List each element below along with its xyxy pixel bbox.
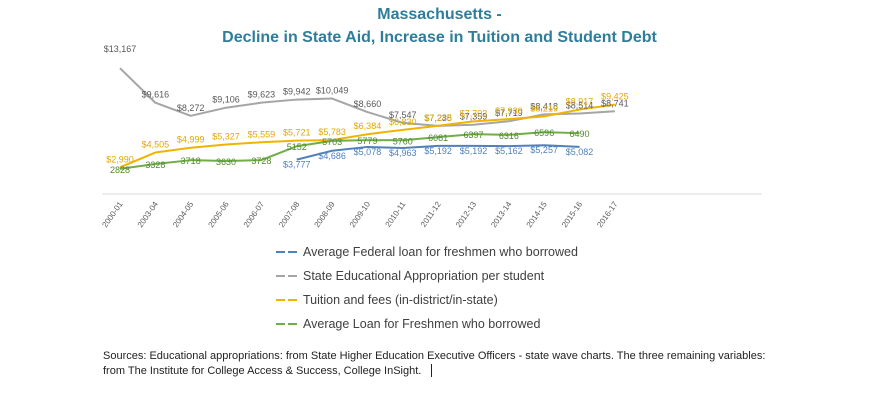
x-tick-label: 2000-01 — [100, 200, 125, 230]
data-label: 3328 — [145, 160, 165, 170]
data-label: $5,327 — [212, 132, 240, 142]
data-label: $7,930 — [495, 106, 523, 116]
data-label: $9,616 — [142, 90, 170, 100]
data-label: $6,384 — [354, 121, 382, 131]
data-label: 6596 — [534, 128, 554, 138]
data-label: $2,990 — [106, 154, 134, 164]
data-label: $7,235 — [424, 113, 452, 123]
legend-marker — [276, 251, 300, 253]
legend-label: Tuition and fees (in-district/in-state) — [303, 293, 498, 307]
x-tick-label: 2015-16 — [560, 200, 585, 230]
data-label: $13,167 — [104, 44, 137, 54]
data-label: $5,257 — [530, 145, 558, 155]
data-label: $5,078 — [354, 147, 382, 157]
legend-item: Average Federal loan for freshmen who bo… — [276, 240, 578, 264]
data-label: 3728 — [251, 156, 271, 166]
legend-label: Average Federal loan for freshmen who bo… — [303, 245, 578, 259]
data-label: 6490 — [570, 129, 590, 139]
data-label: 3718 — [181, 156, 201, 166]
data-label: $9,942 — [283, 87, 311, 97]
chart-title-line-1: Massachusetts - — [377, 6, 502, 23]
legend-label: Average Loan for Freshmen who borrowed — [303, 317, 541, 331]
data-label: $5,783 — [318, 127, 346, 137]
data-label: $8,917 — [566, 97, 594, 107]
sources-note: Sources: Educational appropriations: fro… — [103, 350, 766, 377]
data-label: $4,999 — [177, 135, 205, 145]
data-label: 5760 — [393, 136, 413, 146]
data-label: $8,660 — [354, 99, 382, 109]
data-label: 5152 — [287, 142, 307, 152]
data-label: $6,830 — [389, 117, 417, 127]
legend-item: State Educational Appropriation per stud… — [276, 264, 578, 288]
x-tick-label: 2009-10 — [348, 200, 373, 230]
legend-marker — [276, 323, 300, 325]
data-label: $8,514 — [566, 100, 594, 110]
x-tick-label: 2013-14 — [489, 200, 514, 230]
data-label: $4,963 — [389, 148, 417, 158]
x-tick-label: 2011-12 — [419, 200, 443, 229]
data-label: $9,623 — [248, 90, 276, 100]
data-label: 3630 — [216, 157, 236, 167]
data-label: $8,219 — [530, 103, 558, 113]
data-label: $7,547 — [389, 110, 417, 120]
x-tick-label: 2016-17 — [595, 200, 620, 230]
x-tick-label: 2004-05 — [171, 200, 196, 230]
data-label: $7,248 — [424, 113, 452, 123]
x-tick-label: 2006-07 — [242, 200, 267, 230]
x-tick-label: 2003-04 — [136, 200, 161, 230]
chart-title-line-2: Decline in State Aid, Increase in Tuitio… — [222, 29, 657, 46]
legend-item: Tuition and fees (in-district/in-state) — [276, 288, 578, 312]
data-label: $5,162 — [495, 146, 523, 156]
data-label: 6397 — [463, 130, 483, 140]
data-label: $5,559 — [248, 129, 276, 139]
legend-marker — [276, 299, 300, 301]
x-tick-label: 2014-15 — [525, 200, 550, 230]
text-cursor — [431, 364, 432, 377]
legend-item: Average Loan for Freshmen who borrowed — [276, 312, 578, 336]
data-label: 6081 — [428, 133, 448, 143]
data-label: $7,702 — [460, 108, 488, 118]
legend-marker — [276, 275, 300, 277]
data-label: $5,192 — [424, 146, 452, 156]
data-label: $9,425 — [601, 92, 629, 102]
x-tick-label: 2007-08 — [277, 200, 302, 230]
data-label: $10,049 — [316, 86, 349, 96]
chart-legend: Average Federal loan for freshmen who bo… — [276, 240, 578, 336]
data-label: $5,192 — [460, 146, 488, 156]
data-label: 2828 — [110, 165, 130, 175]
x-tick-label: 2010-11 — [384, 200, 408, 229]
data-label: $3,777 — [283, 160, 311, 170]
legend-label: State Educational Appropriation per stud… — [303, 269, 545, 283]
series-line-3 — [119, 131, 580, 170]
x-tick-label: 2008-09 — [313, 200, 338, 230]
series-line-0 — [296, 144, 580, 161]
data-label: $7,359 — [460, 112, 488, 122]
data-label: $5,082 — [566, 147, 594, 157]
data-label: $8,418 — [530, 101, 558, 111]
data-label: $5,721 — [283, 128, 311, 138]
data-label: $7,719 — [495, 108, 523, 118]
data-label: 6316 — [499, 131, 519, 141]
data-label: 5779 — [357, 136, 377, 146]
data-label: $4,505 — [142, 140, 170, 150]
data-label: $8,741 — [601, 98, 629, 108]
data-label: $4,686 — [318, 151, 346, 161]
data-label: $9,106 — [212, 95, 240, 105]
x-tick-label: 2005-06 — [206, 200, 231, 230]
data-label: $8,272 — [177, 103, 205, 113]
data-label: 5703 — [322, 137, 342, 147]
x-tick-label: 2012-13 — [454, 200, 479, 230]
series-line-2 — [119, 103, 616, 169]
